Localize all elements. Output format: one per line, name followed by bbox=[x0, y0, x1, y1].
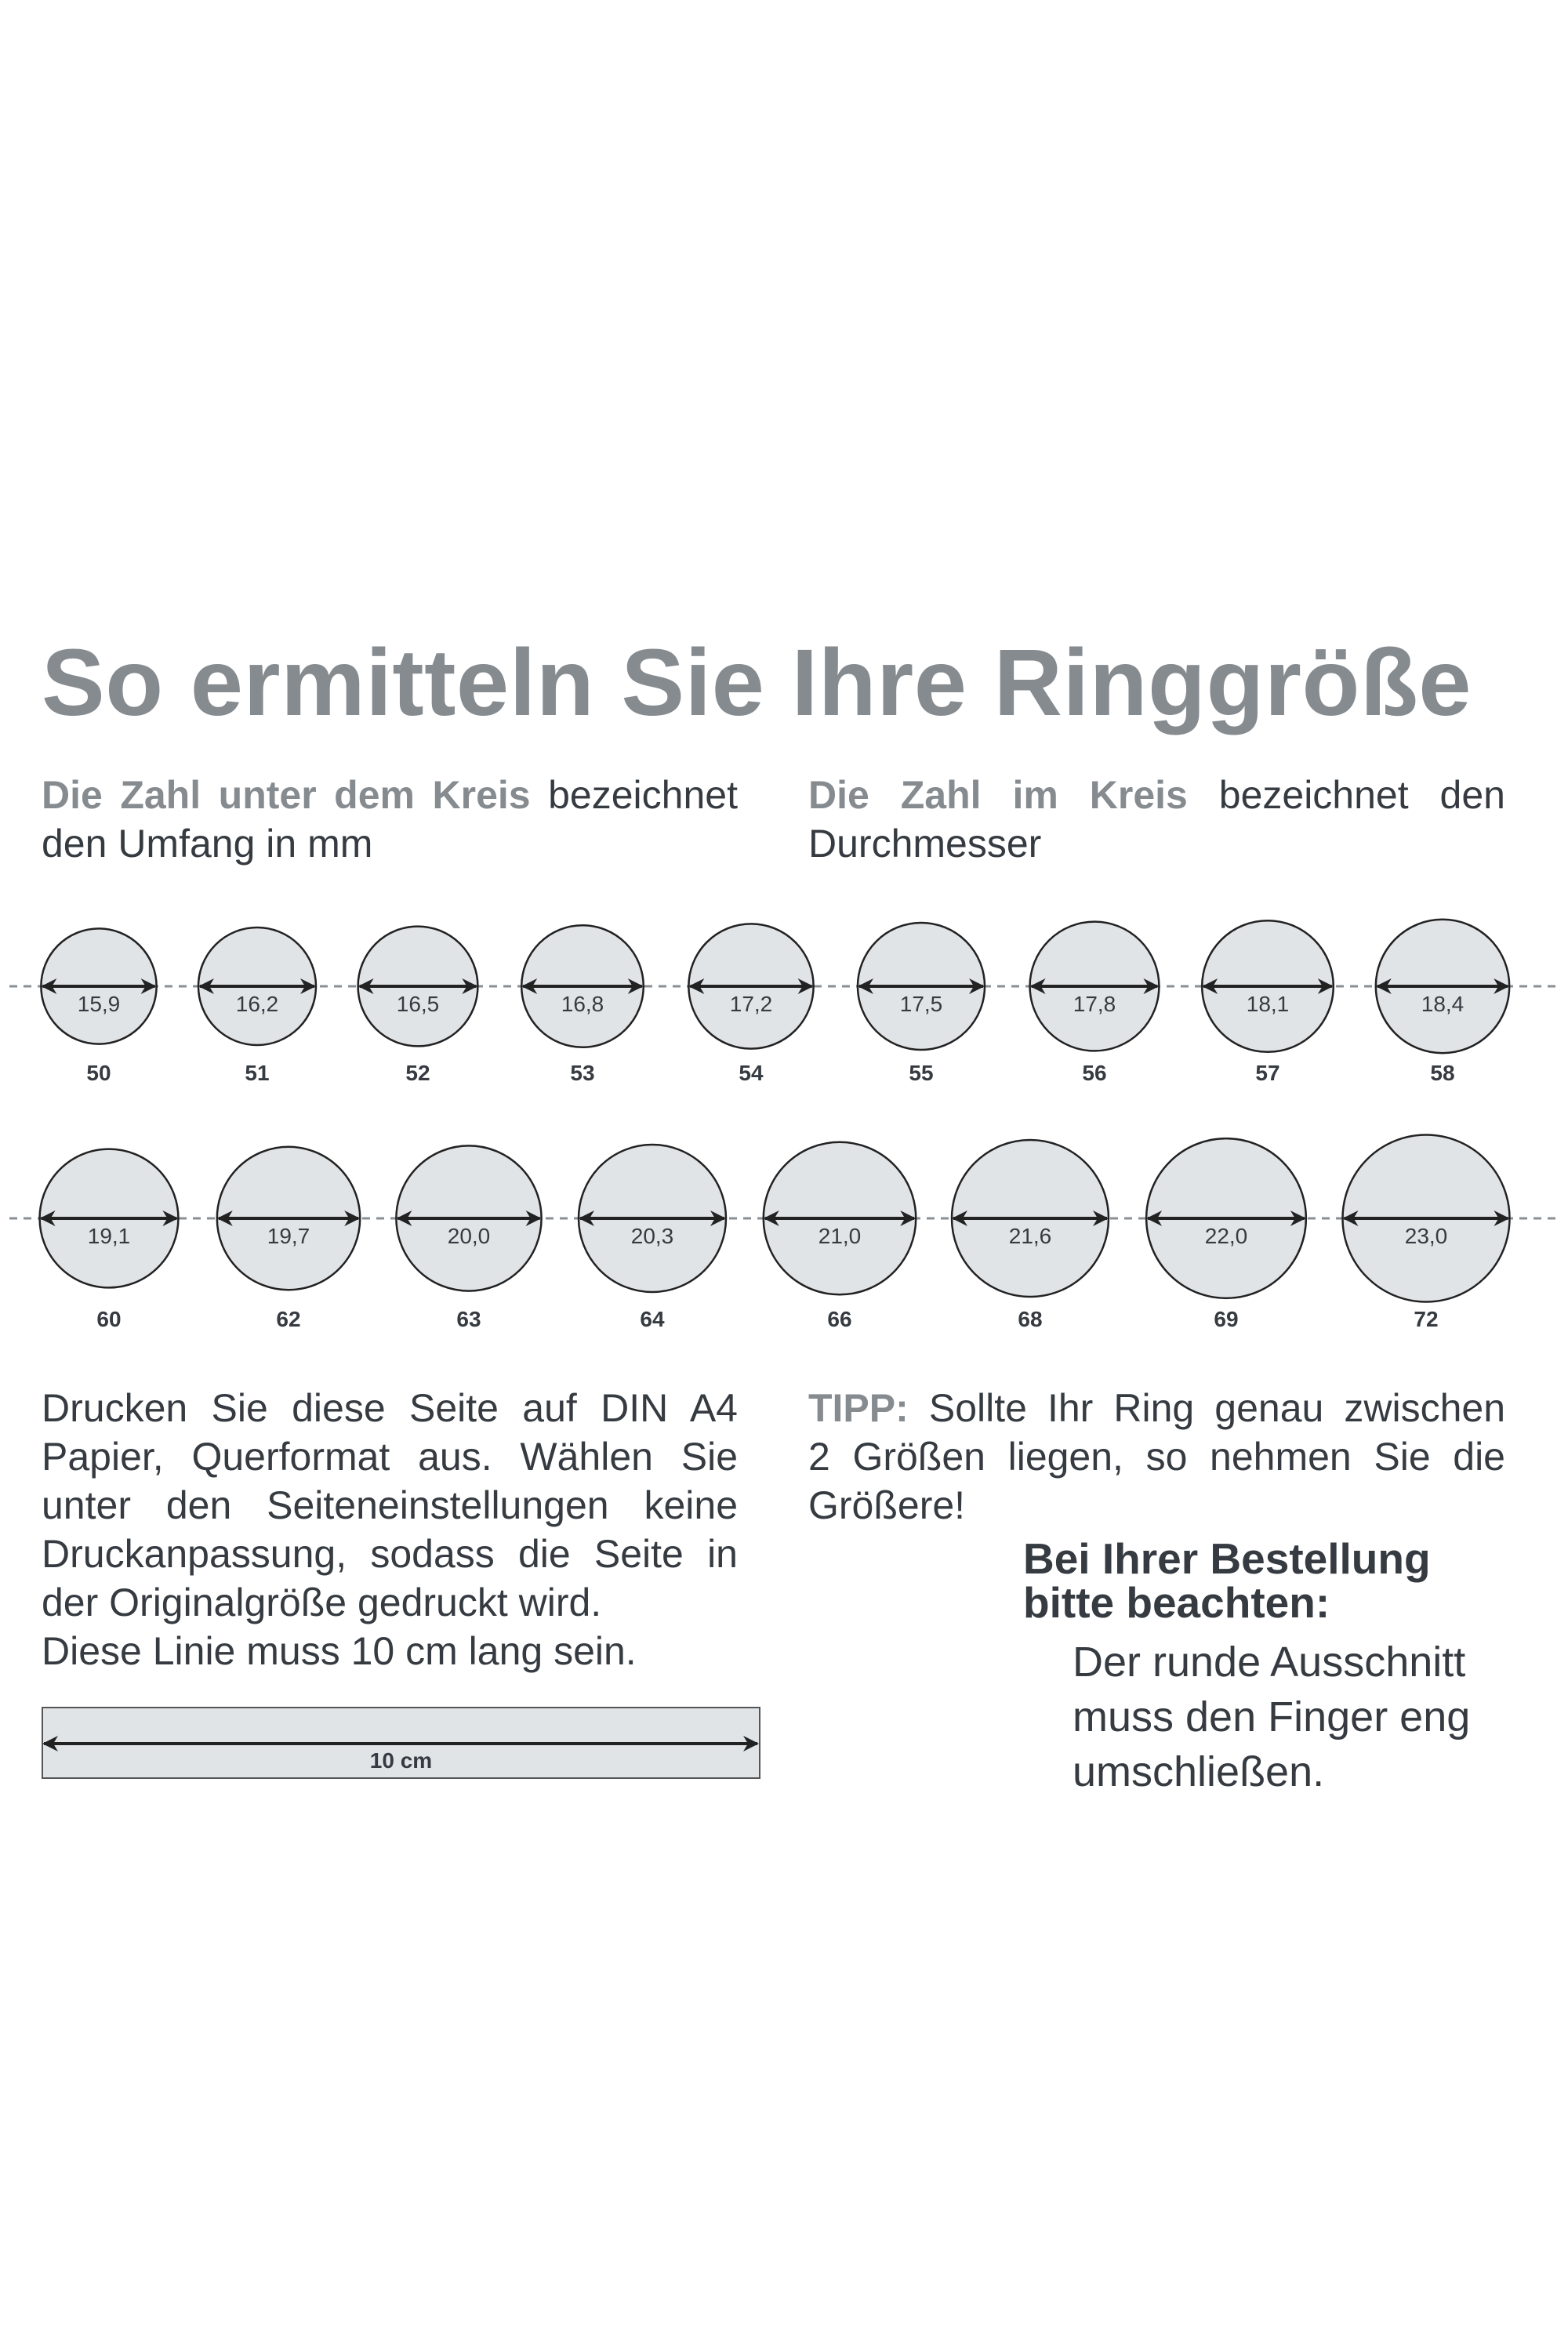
subtitle-highlight: Die Zahl unter dem Kreis bbox=[42, 773, 531, 817]
print-instructions: Drucken Sie diese Seite auf DIN A4 Papie… bbox=[42, 1384, 738, 1675]
subtitle-highlight: Die Zahl im Kreis bbox=[808, 773, 1188, 817]
order-note-heading: Bei Ihrer Bestellung bitte beachten: bbox=[1023, 1537, 1431, 1624]
instruction-line: Druckanpassung, sodass die Seite in bbox=[42, 1532, 738, 1576]
diameter-label: 22,0 bbox=[1205, 1224, 1248, 1248]
ring-size-item: 16,8 53 bbox=[520, 924, 645, 1085]
subtitle-text: den Umfang in mm bbox=[42, 822, 373, 866]
circumference-label: 50 bbox=[86, 1061, 111, 1085]
order-body-line: umschließen. bbox=[1073, 1748, 1325, 1795]
ruler-label: 10 cm bbox=[369, 1748, 433, 1773]
instruction-line: Papier, Querformat aus. Wählen Sie bbox=[42, 1435, 738, 1479]
diameter-label: 17,5 bbox=[900, 992, 943, 1016]
ring-size-item: 19,1 60 bbox=[38, 1148, 180, 1331]
diameter-label: 20,3 bbox=[631, 1224, 674, 1248]
circumference-label: 68 bbox=[1018, 1307, 1042, 1331]
ring-size-item: 18,1 57 bbox=[1200, 919, 1335, 1085]
subtitle-text: bezeichnet bbox=[548, 773, 738, 817]
diameter-label: 18,4 bbox=[1421, 992, 1465, 1016]
ring-size-item: 19,7 62 bbox=[216, 1145, 361, 1331]
subtitle-text: Durchmesser bbox=[808, 822, 1042, 866]
ring-size-item: 16,5 52 bbox=[357, 925, 479, 1085]
tip-box: TIPP: Sollte Ihr Ring genau zwischen 2 G… bbox=[808, 1384, 1505, 1530]
ring-size-item: 23,0 72 bbox=[1341, 1134, 1511, 1331]
subtitle-text: bezeichnet den bbox=[1218, 773, 1505, 817]
circumference-label: 51 bbox=[245, 1061, 269, 1085]
circumference-label: 53 bbox=[570, 1061, 594, 1085]
instruction-line: Diese Linie muss 10 cm lang sein. bbox=[42, 1629, 637, 1673]
circumference-label: 54 bbox=[739, 1061, 764, 1085]
ring-size-item: 17,5 55 bbox=[856, 921, 986, 1085]
ring-size-item: 17,2 54 bbox=[688, 923, 815, 1085]
tip-text: Sollte Ihr Ring genau zwischen bbox=[928, 1386, 1505, 1430]
instruction-line: unter den Seiteneinstellungen keine bbox=[42, 1483, 738, 1527]
instruction-line: Drucken Sie diese Seite auf DIN A4 bbox=[42, 1386, 738, 1430]
diameter-label: 18,1 bbox=[1247, 992, 1290, 1016]
diameter-label: 15,9 bbox=[78, 992, 121, 1016]
tip-text: 2 Größen liegen, so nehmen Sie die bbox=[808, 1435, 1505, 1479]
order-note-body: Der runde Ausschnitt muss den Finger eng… bbox=[1073, 1635, 1470, 1799]
circumference-label: 63 bbox=[456, 1307, 481, 1331]
circumference-label: 60 bbox=[96, 1307, 121, 1331]
subtitle-diameter: Die Zahl im Kreis bezeichnet den Durchme… bbox=[808, 771, 1505, 868]
ring-size-item: 21,6 68 bbox=[950, 1138, 1110, 1331]
ring-size-item: 21,0 66 bbox=[762, 1141, 917, 1331]
order-heading-line: bitte beachten: bbox=[1023, 1578, 1330, 1627]
circumference-label: 62 bbox=[276, 1307, 300, 1331]
diameter-label: 16,2 bbox=[236, 992, 279, 1016]
circumference-label: 64 bbox=[640, 1307, 665, 1331]
tip-label: TIPP: bbox=[808, 1386, 909, 1430]
order-heading-line: Bei Ihrer Bestellung bbox=[1023, 1534, 1431, 1583]
circumference-label: 72 bbox=[1414, 1307, 1438, 1331]
circumference-label: 55 bbox=[909, 1061, 933, 1085]
diameter-label: 20,0 bbox=[448, 1224, 491, 1248]
diameter-label: 23,0 bbox=[1405, 1224, 1448, 1248]
circumference-label: 58 bbox=[1430, 1061, 1454, 1085]
order-body-line: Der runde Ausschnitt bbox=[1073, 1639, 1466, 1686]
diameter-label: 17,2 bbox=[730, 992, 773, 1016]
page-title: So ermitteln Sie Ihre Ringgröße bbox=[42, 629, 1472, 735]
diameter-label: 19,1 bbox=[88, 1224, 131, 1248]
ring-size-item: 20,0 63 bbox=[395, 1145, 543, 1331]
ring-size-item: 17,8 56 bbox=[1029, 920, 1160, 1085]
order-body-line: muss den Finger eng bbox=[1073, 1693, 1471, 1740]
circumference-label: 66 bbox=[827, 1307, 851, 1331]
tip-text: Größere! bbox=[808, 1483, 966, 1527]
diameter-label: 21,0 bbox=[818, 1224, 862, 1248]
diameter-label: 16,8 bbox=[561, 992, 604, 1016]
diameter-label: 16,5 bbox=[397, 992, 440, 1016]
circumference-label: 52 bbox=[405, 1061, 430, 1085]
diameter-label: 21,6 bbox=[1009, 1224, 1052, 1248]
circumference-label: 56 bbox=[1082, 1061, 1106, 1085]
diameter-label: 19,7 bbox=[267, 1224, 310, 1248]
circumference-label: 69 bbox=[1214, 1307, 1238, 1331]
ring-size-item: 20,3 64 bbox=[577, 1143, 728, 1331]
subtitle-circumference: Die Zahl unter dem Kreis bezeichnet den … bbox=[42, 771, 738, 868]
ring-size-item: 16,2 51 bbox=[197, 926, 318, 1085]
diameter-label: 17,8 bbox=[1073, 992, 1116, 1016]
ring-size-item: 18,4 58 bbox=[1374, 918, 1511, 1085]
instruction-line: der Originalgröße gedruckt wird. bbox=[42, 1581, 602, 1624]
circumference-label: 57 bbox=[1255, 1061, 1279, 1085]
ring-size-item: 22,0 69 bbox=[1145, 1137, 1308, 1331]
ring-size-item: 15,9 50 bbox=[40, 927, 158, 1085]
